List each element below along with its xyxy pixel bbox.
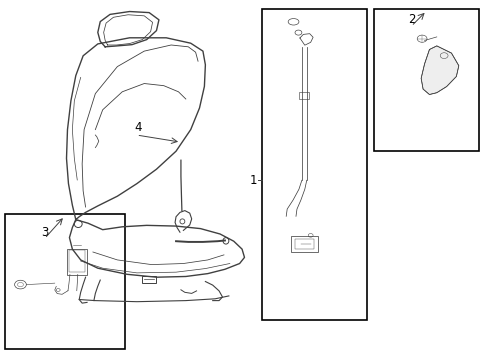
Bar bbox=[66, 248, 87, 274]
Bar bbox=[290, 237, 317, 252]
Bar bbox=[299, 92, 308, 99]
Bar bbox=[142, 276, 155, 283]
Bar bbox=[261, 9, 366, 320]
Text: 1: 1 bbox=[249, 174, 256, 186]
Text: 3: 3 bbox=[41, 226, 49, 239]
Bar bbox=[373, 9, 478, 151]
Polygon shape bbox=[420, 46, 458, 94]
Bar bbox=[294, 239, 313, 249]
Text: 4: 4 bbox=[134, 121, 142, 134]
Bar bbox=[69, 250, 84, 271]
Text: 2: 2 bbox=[407, 13, 415, 26]
Bar bbox=[5, 214, 124, 349]
